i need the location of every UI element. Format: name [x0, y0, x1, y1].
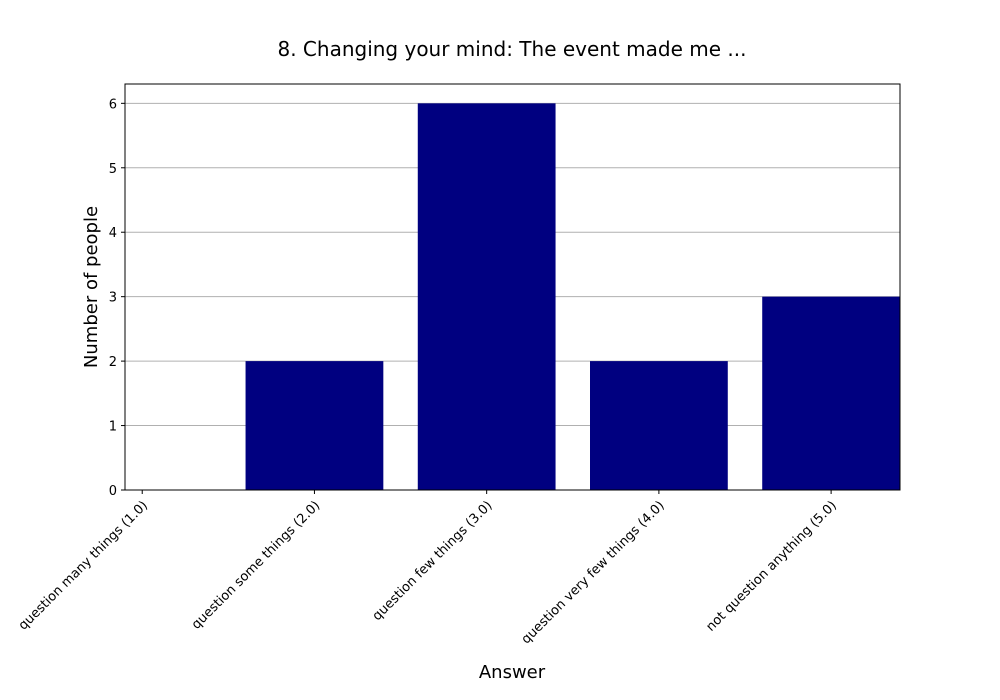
x-tick-label: question some things (2.0)	[189, 498, 323, 632]
x-tick-label: question many things (1.0)	[16, 498, 151, 633]
bar	[417, 103, 556, 490]
x-axis-label: Answer	[479, 662, 546, 683]
x-tick-label: question few things (3.0)	[370, 498, 496, 624]
y-tick-label: 1	[109, 420, 117, 435]
y-tick-label: 0	[109, 484, 117, 499]
y-tick-label: 4	[109, 226, 117, 241]
y-axis-label: Number of people	[81, 206, 102, 368]
x-axis-ticks: question many things (1.0) question some …	[16, 490, 840, 647]
bar	[245, 361, 384, 490]
plot-frame	[124, 83, 901, 491]
x-tick-label: question very few things (4.0)	[519, 498, 668, 647]
bars	[245, 103, 900, 490]
y-tick-label: 3	[109, 291, 117, 306]
chart-title: 8. Changing your mind: The event made me…	[277, 37, 746, 61]
y-tick-label: 6	[109, 97, 117, 112]
y-tick-label: 5	[109, 162, 117, 177]
bar	[762, 296, 900, 490]
y-axis-ticks: 0 1 2 3 4 5 6	[109, 97, 125, 499]
y-tick-label: 2	[109, 355, 117, 370]
bar	[590, 361, 728, 490]
x-tick-label: not question anything (5.0)	[703, 498, 839, 634]
